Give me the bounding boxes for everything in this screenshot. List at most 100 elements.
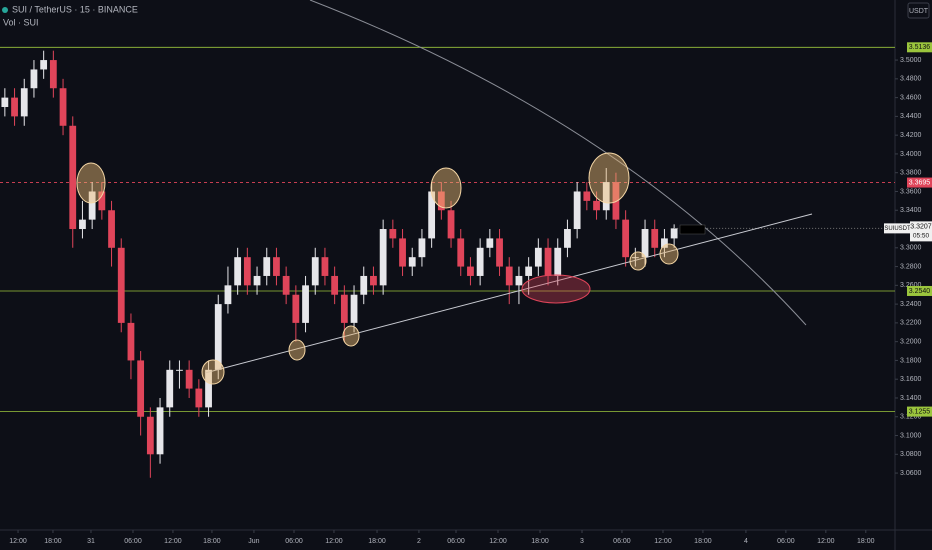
candle-body [243,257,251,286]
candle-body [428,191,436,239]
y-tick-label: 3.5000 [900,57,922,64]
x-tick-label: 12:00 [325,538,343,545]
symbol-tag-box [884,223,911,234]
y-tick-label: 3.3400 [900,207,922,214]
candle-body [651,229,659,248]
candle-body [234,257,242,286]
symbol-tag: SUIUSDT [884,226,911,232]
x-tick-label: 12:00 [164,538,182,545]
candle-body [360,275,368,295]
candle-body [137,360,145,417]
candle-body [79,219,86,230]
candle-body [195,388,203,408]
x-tick-label: 2 [417,538,421,545]
y-tick-label: 3.2000 [900,339,922,346]
y-tick-label: 3.3000 [900,245,922,252]
x-tick-label: 06:00 [777,538,795,545]
y-tick-label: 3.1200 [900,414,922,421]
candle-body [602,182,610,211]
level-price-label: 3.2540 [909,288,931,295]
trendline [204,213,813,374]
candle-body [370,275,377,286]
x-tick-label: 3 [580,538,584,545]
candle-body [30,69,38,89]
candle-body [544,247,552,276]
highlight-circle [342,325,360,347]
candle-body [20,88,28,117]
candle-body [185,369,193,389]
candles [0,46,895,478]
candle-body [321,257,329,276]
highlight-circle [629,251,647,271]
candle-body [40,60,48,70]
candle-body [525,266,533,276]
drawings [76,0,813,385]
candle-body [476,247,484,276]
currency-button-label[interactable]: USDT [909,8,929,15]
y-tick-label: 3.2200 [900,320,922,327]
candle-body [496,238,503,267]
candle-body [166,369,174,408]
candle-body [622,219,630,258]
candle-body [389,229,397,239]
candle-body [486,238,494,248]
countdown: 05:50 [913,233,930,240]
candle-body [253,275,261,286]
y-tick-label: 3.1000 [900,432,922,439]
candle-body [350,294,358,323]
level-price-label: 3.1255 [909,408,931,415]
highlight-circle [201,359,225,385]
y-tick-label: 3.4400 [900,113,922,120]
candle-body [408,257,416,267]
y-tick-label: 3.0600 [900,470,922,477]
chart-title: SUI / TetherUS · 15 · BINANCE [12,4,138,14]
level-price-box [907,285,932,296]
y-tick-label: 3.4600 [900,94,922,101]
y-tick-label: 3.4800 [900,76,922,83]
candle-body [505,266,513,286]
candle-body [447,210,455,239]
candle-body [399,238,406,267]
level-price-box [907,406,932,417]
currency-button[interactable] [907,2,930,19]
level-price-box [907,177,932,188]
highlight-circle [659,243,679,265]
last-price-box [910,221,932,242]
y-tick-label: 3.2400 [900,301,922,308]
x-tick-label: 18:00 [44,538,62,545]
x-tick-label: 12:00 [9,538,27,545]
highlight-circle [76,162,106,204]
y-tick-label: 3.1600 [900,376,922,383]
candle-body [224,285,232,305]
candle-body [292,294,300,323]
candle-body [340,294,348,323]
candle-body [379,229,387,286]
x-tick-label: 18:00 [368,538,386,545]
x-tick-label: 4 [744,538,748,545]
candle-body [49,60,57,89]
candle-body [282,275,290,295]
candle-body [641,229,649,258]
candle-body [69,125,77,230]
candle-body [554,247,562,276]
legend: SUI / TetherUS · 15 · BINANCE Vol · SUI [2,4,138,27]
y-tick-label: 3.0800 [900,451,922,458]
candle-body [88,191,96,220]
candle-body [515,275,523,286]
y-tick-label: 3.4000 [900,151,922,158]
x-tick-label: 18:00 [203,538,221,545]
candle-body [205,369,212,408]
x-tick-label: 06:00 [447,538,465,545]
candle-body [670,228,678,239]
last-price-label: 3.3207 [910,224,932,231]
candle-body [331,275,339,295]
x-tick-label: 12:00 [817,538,835,545]
x-tick-label: 06:00 [285,538,303,545]
candle-body [98,191,106,211]
candle-body [127,322,135,361]
candle-body [612,182,620,220]
candle-body [1,97,9,108]
candle-body [263,257,271,276]
